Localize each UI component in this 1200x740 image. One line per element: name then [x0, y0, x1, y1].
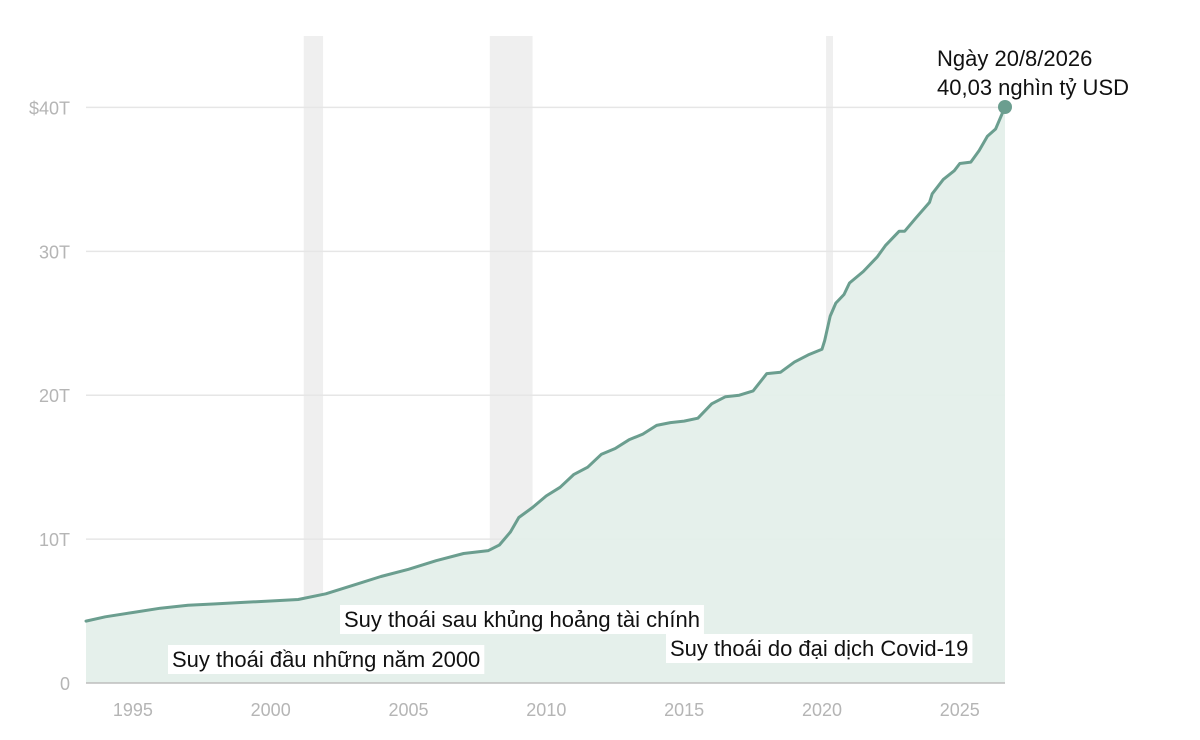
recession-annotation-label-1: Suy thoái đầu những năm 2000	[172, 647, 480, 672]
y-tick-label-2: 20T	[39, 386, 70, 406]
y-tick-label-1: 10T	[39, 530, 70, 550]
area-layer	[84, 105, 1007, 683]
debt-line	[84, 105, 1007, 623]
callout-date: Ngày 20/8/2026	[937, 46, 1092, 71]
recession-annotation-1: Suy thoái đầu những năm 2000	[168, 645, 485, 674]
latest-point-marker	[998, 100, 1012, 114]
recession-annotation-3: Suy thoái do đại dịch Covid-19	[666, 634, 973, 663]
callout-layer: Ngày 20/8/2026 40,03 nghìn tỷ USD	[937, 46, 1129, 114]
callout-value: 40,03 nghìn tỷ USD	[937, 75, 1129, 100]
x-tick-label-1995: 1995	[113, 700, 153, 720]
axis-layer: 1995 2000 2005 2010 2015 2020 2025 0 10T 20T 30T $4…	[29, 98, 1005, 720]
annotation-layer: Suy thoái đầu những năm 2000 Suy thoái sa…	[168, 605, 973, 674]
recession-annotation-label-2: Suy thoái sau khủng hoảng tài chính	[344, 607, 700, 632]
recession-annotation-bg-3	[666, 634, 973, 663]
recession-annotation-2: Suy thoái sau khủng hoảng tài chính	[340, 605, 704, 634]
y-tick-label-3: 30T	[39, 242, 70, 262]
y-tick-label-4: $40T	[29, 98, 70, 118]
x-tick-label-2015: 2015	[664, 700, 704, 720]
debt-area	[86, 107, 1005, 683]
x-tick-label-2005: 2005	[388, 700, 428, 720]
recession-annotation-label-3: Suy thoái do đại dịch Covid-19	[670, 636, 968, 661]
recession-band-1	[303, 36, 324, 683]
y-tick-label-0: 0	[60, 674, 70, 694]
x-tick-label-2020: 2020	[802, 700, 842, 720]
x-tick-label-2000: 2000	[251, 700, 291, 720]
recession-annotation-bg-2	[340, 605, 704, 634]
x-tick-label-2025: 2025	[940, 700, 980, 720]
recession-annotation-bg-1	[168, 645, 485, 674]
x-tick-label-2010: 2010	[526, 700, 566, 720]
